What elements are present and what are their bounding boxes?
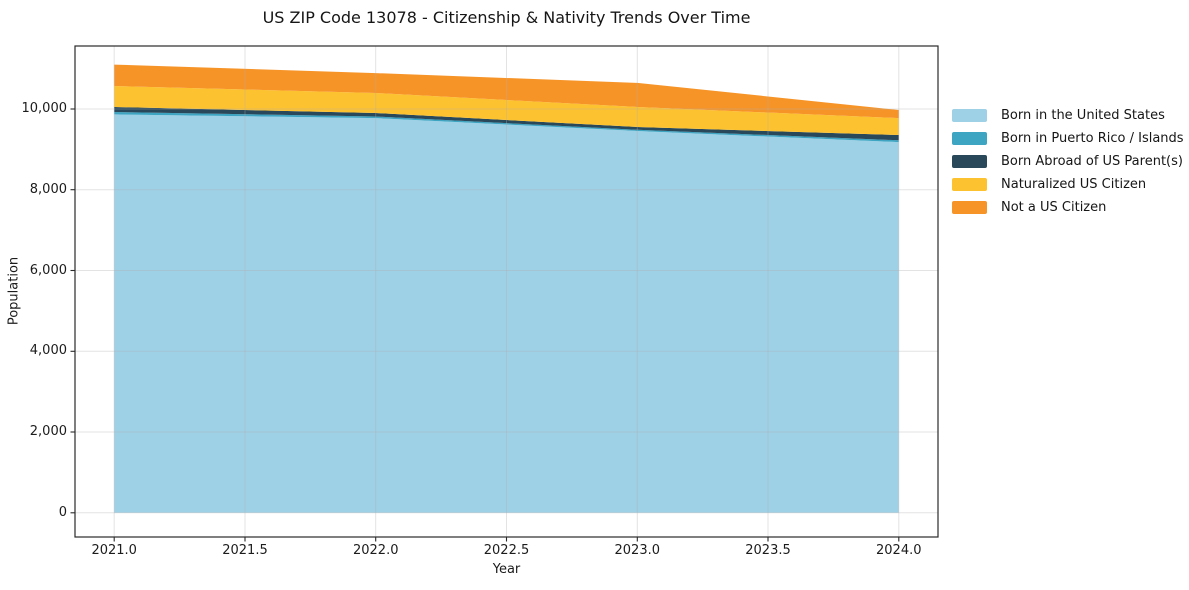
- legend-swatch-not-a-us-citizen: [952, 201, 987, 214]
- y-tick-label: 8,000: [29, 181, 67, 197]
- x-axis-label: Year: [492, 562, 521, 577]
- legend: Born in the United States Born in Puerto …: [952, 104, 1184, 219]
- y-tick-label: 6,000: [29, 262, 67, 278]
- area-not-a-us-citizen: [114, 64, 899, 119]
- legend-item-born-in-the-united-states: Born in the United States: [952, 104, 1184, 127]
- x-tick-label: 2023.5: [745, 543, 791, 558]
- chart-title: US ZIP Code 13078 - Citizenship & Nativi…: [262, 8, 751, 27]
- y-tick-label: 4,000: [29, 343, 67, 359]
- legend-item-born-abroad-of-us-parent-s: Born Abroad of US Parent(s): [952, 150, 1184, 173]
- legend-item-not-a-us-citizen: Not a US Citizen: [952, 196, 1184, 219]
- x-tick-label: 2022.0: [352, 543, 399, 558]
- area-born-in-puerto-rico-islands: [114, 112, 899, 143]
- area-born-in-the-united-states: [114, 114, 899, 513]
- x-tick-label: 2021.5: [222, 543, 268, 558]
- legend-swatch-naturalized-us-citizen: [952, 178, 987, 191]
- legend-swatch-born-abroad-of-us-parent-s: [952, 155, 987, 168]
- legend-label: Born in Puerto Rico / Islands: [1001, 131, 1184, 146]
- plot-border: [74, 45, 939, 538]
- area-born-abroad-of-us-parent-s: [114, 107, 899, 141]
- y-tick-label: 2,000: [29, 424, 67, 440]
- x-tick-label: 2021.0: [91, 543, 137, 558]
- legend-item-born-in-puerto-rico-islands: Born in Puerto Rico / Islands: [952, 127, 1184, 150]
- area-naturalized-us-citizen: [114, 86, 899, 135]
- x-tick-label: 2024.0: [876, 543, 922, 558]
- legend-label: Not a US Citizen: [1001, 200, 1107, 215]
- legend-label: Born in the United States: [1001, 108, 1165, 123]
- legend-label: Born Abroad of US Parent(s): [1001, 154, 1183, 169]
- x-tick-label: 2023.0: [614, 543, 661, 558]
- legend-label: Naturalized US Citizen: [1001, 177, 1147, 192]
- legend-swatch-born-in-the-united-states: [952, 109, 987, 122]
- y-tick-label: 10,000: [21, 100, 68, 116]
- legend-swatch-born-in-puerto-rico-islands: [952, 132, 987, 145]
- y-tick-label: 0: [58, 504, 67, 520]
- legend-item-naturalized-us-citizen: Naturalized US Citizen: [952, 173, 1184, 196]
- x-tick-label: 2022.5: [483, 543, 530, 558]
